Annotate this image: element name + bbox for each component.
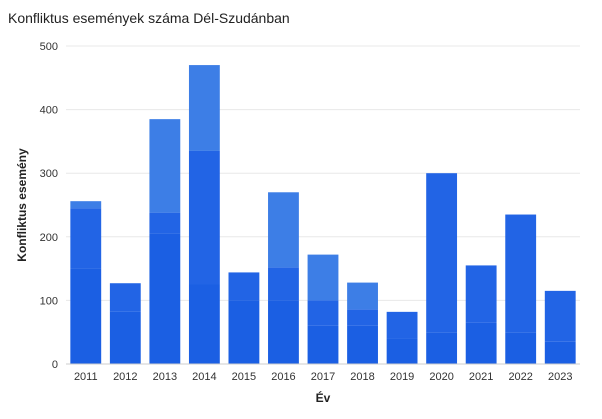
y-tick-label: 300: [40, 168, 58, 180]
bar-segment-2023: [544, 290, 576, 342]
bar-segment-2016: [268, 192, 299, 268]
bar-segment-2020: [426, 332, 458, 364]
y-tick-label: 200: [40, 232, 58, 244]
bar-segment-2022: [505, 332, 537, 364]
bar-segment-2015: [228, 272, 260, 301]
bar-segment-2012: [109, 283, 141, 312]
x-tick-label: 2014: [192, 371, 216, 383]
bar-segment-2019: [386, 311, 418, 339]
bar-segment-2016: [268, 300, 299, 364]
bar-segment-2021: [465, 322, 497, 364]
bar-segment-2012: [109, 311, 141, 364]
bar-segment-2019: [386, 338, 418, 364]
bar-segment-2011: [70, 208, 102, 269]
x-tick-label: 2019: [390, 371, 414, 383]
bar-segment-2013: [149, 212, 181, 234]
x-tick-label: 2023: [548, 371, 572, 383]
bar-segment-2013: [149, 233, 181, 364]
bar-segment-2016: [268, 267, 299, 301]
chart-title: Konfliktus események száma Dél-Szudánban: [8, 10, 290, 26]
bar-segment-2020: [426, 173, 458, 333]
x-tick-label: 2018: [350, 371, 374, 383]
y-axis-ticks: 0 100 200 300 400 500: [40, 41, 58, 371]
bar-segment-2015: [228, 300, 260, 364]
x-tick-label: 2021: [469, 371, 493, 383]
x-tick-label: 2017: [311, 371, 335, 383]
bar-segment-2017: [307, 325, 339, 364]
bar-segment-2018: [347, 309, 378, 326]
y-axis-label: Konfliktus esemény: [15, 148, 29, 262]
bar-segment-2011: [70, 268, 102, 364]
bar-segment-2017: [307, 254, 339, 301]
y-tick-label: 400: [40, 105, 58, 117]
x-tick-label: 2012: [113, 371, 137, 383]
bar-segment-2021: [465, 265, 497, 323]
bar-segment-2014: [188, 65, 220, 151]
bars: [70, 65, 576, 364]
x-tick-label: 2016: [271, 371, 295, 383]
x-tick-label: 2020: [429, 371, 453, 383]
x-tick-label: 2011: [74, 371, 98, 383]
y-tick-label: 0: [52, 359, 58, 371]
bar-segment-2014: [188, 150, 220, 285]
x-tick-label: 2022: [508, 371, 532, 383]
bar-segment-2018: [347, 282, 378, 310]
bar-segment-2017: [307, 300, 339, 326]
x-axis-ticks: 2011 2012 2013 2014 2015 2016 2017 2018 2019 2020…: [74, 371, 573, 383]
y-tick-label: 100: [40, 295, 58, 307]
x-axis-label: Év: [316, 390, 331, 405]
bar-segment-2011: [70, 201, 102, 209]
bar-segment-2023: [544, 341, 576, 364]
x-tick-label: 2013: [153, 371, 177, 383]
bar-segment-2018: [347, 325, 378, 364]
y-tick-label: 500: [40, 41, 58, 53]
x-tick-label: 2015: [232, 371, 256, 383]
bar-segment-2014: [188, 284, 220, 364]
bar-segment-2013: [149, 119, 181, 213]
bar-segment-2022: [505, 214, 537, 333]
